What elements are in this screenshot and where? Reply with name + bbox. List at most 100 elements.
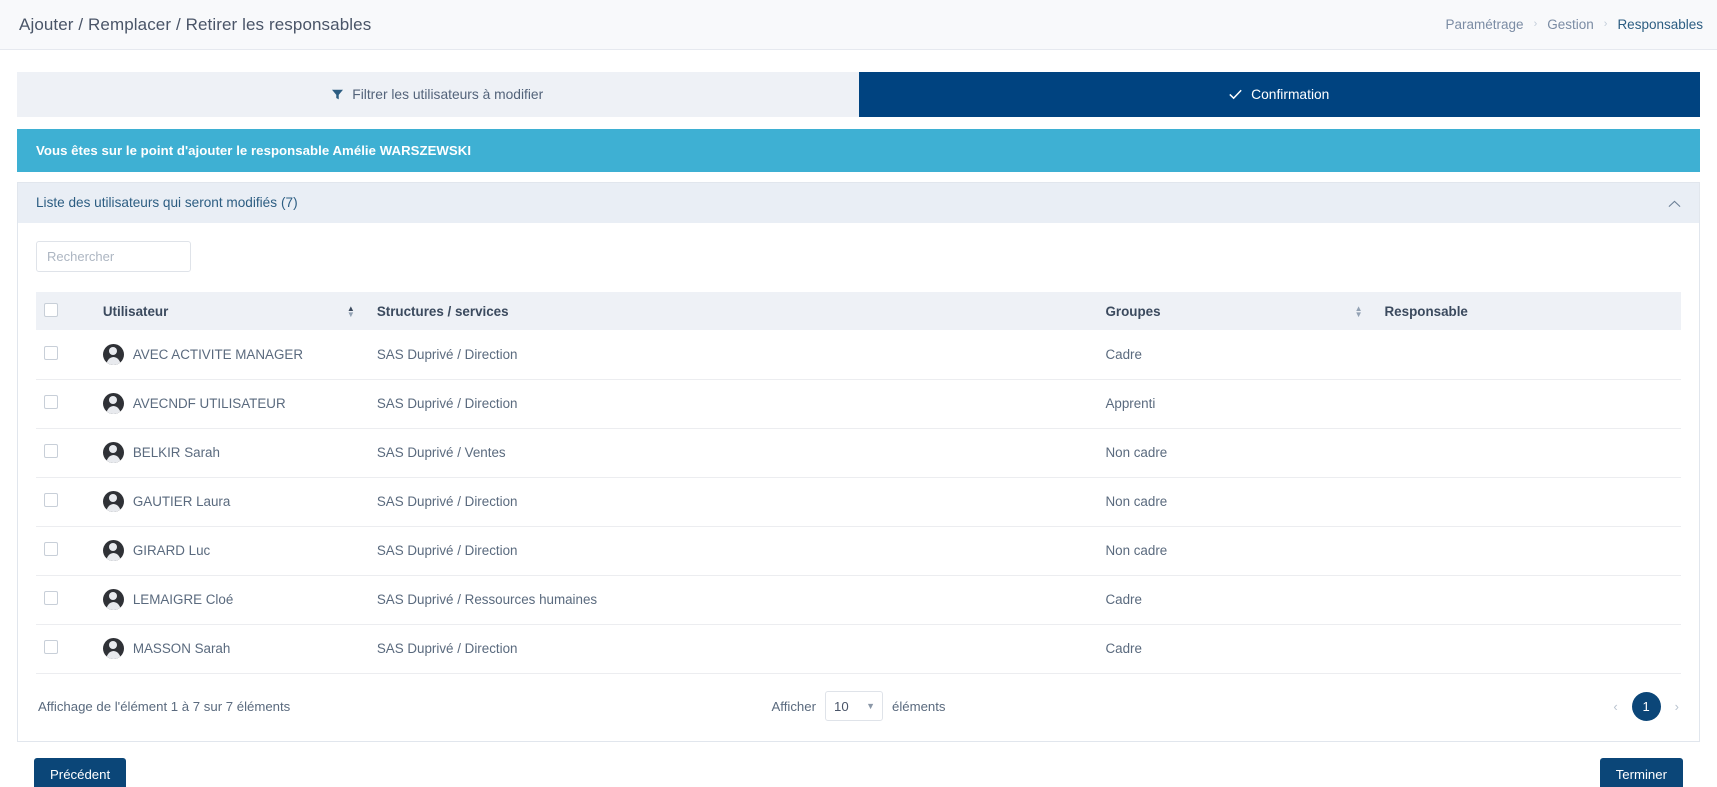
- avatar: [102, 393, 124, 414]
- cell-structure: SAS Duprivé / Ressources humaines: [368, 575, 1098, 625]
- alert-banner: Vous êtes sur le point d'ajouter le resp…: [17, 129, 1700, 172]
- cell-responsable: [1376, 477, 1681, 527]
- column-utilisateur[interactable]: Utilisateur ▲ ▼: [94, 292, 369, 330]
- tab-confirmation[interactable]: Confirmation: [858, 72, 1700, 117]
- breadcrumb-separator-icon: ›: [1533, 18, 1538, 30]
- cell-utilisateur: GAUTIER Laura: [94, 477, 369, 527]
- row-select-cell: [36, 428, 95, 478]
- users-panel-header[interactable]: Liste des utilisateurs qui seront modifi…: [18, 183, 1699, 223]
- breadcrumb: Paramétrage › Gestion › Responsables: [1446, 17, 1703, 32]
- avatar: [102, 491, 124, 512]
- table-row[interactable]: LEMAIGRE Cloé SAS Duprivé / Ressources hu…: [36, 575, 1681, 625]
- cell-groupe: Cadre: [1097, 330, 1377, 380]
- cell-utilisateur-label: AVECNDF UTILISATEUR: [132, 396, 286, 411]
- column-select-all: [36, 292, 95, 330]
- avatar: [102, 442, 124, 463]
- previous-button[interactable]: Précédent: [34, 757, 127, 787]
- cell-utilisateur: MASSON Sarah: [94, 624, 369, 674]
- pagination-page-1[interactable]: 1: [1631, 691, 1661, 721]
- cell-responsable: [1376, 624, 1681, 674]
- row-checkbox[interactable]: [44, 591, 58, 605]
- action-bar: Précédent Terminer: [17, 741, 1700, 787]
- pagination-prev-icon[interactable]: ‹: [1613, 698, 1618, 714]
- sort-ascending-icon[interactable]: ▲ ▼: [346, 303, 355, 319]
- column-responsable-label: Responsable: [1384, 303, 1468, 319]
- users-table: Utilisateur ▲ ▼ Structures / services: [36, 292, 1681, 674]
- page-title: Ajouter / Remplacer / Retirer les respon…: [19, 14, 372, 34]
- check-icon: [1229, 89, 1242, 100]
- row-checkbox[interactable]: [44, 395, 58, 409]
- cell-responsable: [1376, 428, 1681, 478]
- cell-utilisateur: BELKIR Sarah: [94, 428, 369, 478]
- page-length-label: Afficher: [771, 698, 816, 714]
- row-select-cell: [36, 477, 95, 527]
- wizard-steps-wrapper: Filtrer les utilisateurs à modifier Conf…: [0, 50, 1717, 117]
- cell-utilisateur: LEMAIGRE Cloé: [94, 575, 369, 625]
- users-panel-title-wrap: Liste des utilisateurs qui seront modifi…: [36, 194, 298, 212]
- main-content: Vous êtes sur le point d'ajouter le resp…: [0, 129, 1717, 787]
- breadcrumb-item-gestion[interactable]: Gestion: [1547, 17, 1594, 32]
- cell-structure: SAS Duprivé / Direction: [368, 624, 1098, 674]
- cell-structure: SAS Duprivé / Direction: [368, 379, 1098, 429]
- cell-structure: SAS Duprivé / Direction: [368, 330, 1098, 380]
- tab-confirmation-label: Confirmation: [1251, 87, 1330, 102]
- sort-none-icon[interactable]: ▲ ▼: [1354, 303, 1363, 319]
- row-checkbox[interactable]: [44, 493, 58, 507]
- cell-utilisateur-label: BELKIR Sarah: [132, 445, 220, 460]
- page-length-suffix: éléments: [891, 698, 946, 714]
- finish-button[interactable]: Terminer: [1599, 757, 1683, 787]
- pagination: ‹ 1 ›: [1613, 691, 1679, 721]
- cell-utilisateur-label: AVEC ACTIVITE MANAGER: [132, 346, 303, 362]
- row-select-cell: [36, 330, 95, 380]
- select-all-checkbox[interactable]: [44, 302, 58, 317]
- cell-utilisateur: GIRARD Luc: [94, 526, 369, 576]
- row-checkbox[interactable]: [44, 444, 58, 458]
- row-select-cell: [36, 575, 95, 625]
- tab-filter-users[interactable]: Filtrer les utilisateurs à modifier: [17, 72, 859, 117]
- wizard-steps: Filtrer les utilisateurs à modifier Conf…: [17, 72, 1700, 117]
- table-row[interactable]: GAUTIER Laura SAS Duprivé / Direction Non …: [36, 477, 1681, 527]
- breadcrumb-item-parametrage[interactable]: Paramétrage: [1445, 17, 1524, 32]
- column-utilisateur-label: Utilisateur: [102, 303, 169, 319]
- cell-groupe: Non cadre: [1097, 428, 1377, 478]
- users-panel: Liste des utilisateurs qui seront modifi…: [17, 182, 1700, 742]
- row-checkbox[interactable]: [44, 542, 58, 556]
- row-select-cell: [36, 526, 95, 576]
- users-panel-body: Utilisateur ▲▼ Structures / services: [18, 223, 1699, 741]
- table-info-text: Affichage de l'élément 1 à 7 sur 7 éléme…: [38, 698, 291, 714]
- column-groupes[interactable]: Groupes ▲ ▼: [1097, 292, 1377, 330]
- column-structures-services-label: Structures / services: [376, 303, 509, 319]
- table-row[interactable]: AVEC ACTIVITE MANAGER SAS Duprivé / Direc…: [36, 330, 1681, 380]
- users-table-head: Utilisateur ▲ ▼ Structures / services: [36, 292, 1681, 330]
- avatar: [102, 343, 124, 365]
- row-checkbox[interactable]: [44, 345, 58, 360]
- table-row[interactable]: GIRARD Luc SAS Duprivé / Direction Non cad…: [36, 526, 1681, 576]
- filter-icon: [332, 89, 344, 100]
- top-bar: Ajouter / Remplacer / Retirer les respon…: [0, 0, 1717, 50]
- column-responsable[interactable]: Responsable: [1376, 292, 1681, 330]
- chevron-up-icon[interactable]: [1668, 197, 1681, 210]
- pagination-next-icon[interactable]: ›: [1674, 698, 1679, 714]
- breadcrumb-item-responsables[interactable]: Responsables: [1617, 17, 1703, 32]
- chevron-down-icon: ▼: [866, 701, 875, 711]
- cell-groupe: Cadre: [1097, 624, 1377, 674]
- column-groupes-label: Groupes: [1105, 303, 1161, 319]
- row-checkbox[interactable]: [44, 640, 58, 654]
- cell-groupe: Cadre: [1097, 575, 1377, 625]
- cell-utilisateur-label: GIRARD Luc: [132, 543, 211, 558]
- table-row[interactable]: BELKIR Sarah SAS Duprivé / Ventes Non cadr…: [36, 428, 1681, 478]
- cell-utilisateur: AVECNDF UTILISATEUR: [94, 379, 369, 429]
- page-length-select[interactable]: 10 ▼: [824, 691, 883, 721]
- cell-responsable: [1376, 379, 1681, 429]
- table-footer: Affichage de l'élément 1 à 7 sur 7 éléme…: [36, 674, 1681, 741]
- row-select-cell: [36, 379, 95, 429]
- column-structures-services[interactable]: Structures / services: [368, 292, 1098, 330]
- cell-utilisateur-label: MASSON Sarah: [132, 641, 231, 656]
- users-panel-title: Liste des utilisateurs qui seront modifi…: [36, 195, 278, 210]
- search-input[interactable]: [36, 241, 191, 272]
- users-table-header-row: Utilisateur ▲ ▼ Structures / services: [36, 292, 1681, 330]
- table-row[interactable]: MASSON Sarah SAS Duprivé / Direction Cadre: [36, 624, 1681, 674]
- avatar: [102, 589, 124, 610]
- table-row[interactable]: AVECNDF UTILISATEUR SAS Duprivé / Directi…: [36, 379, 1681, 429]
- cell-groupe: Non cadre: [1097, 526, 1377, 576]
